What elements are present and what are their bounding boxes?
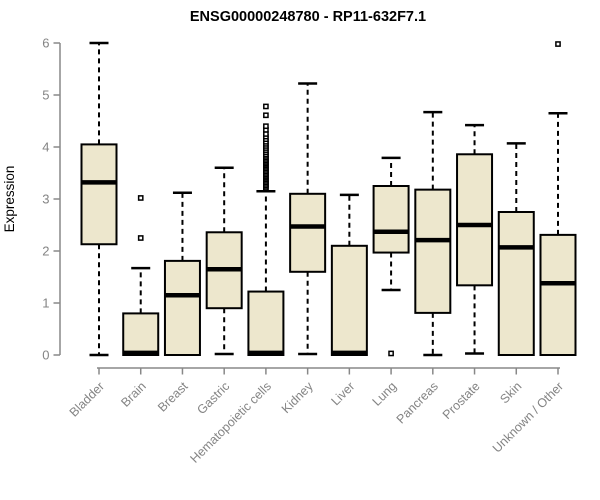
boxplot-prostate [456,123,494,355]
boxplot-breast [163,191,201,357]
boxplot-skin [497,142,535,356]
y-tick-label: 4 [42,140,49,155]
boxplot-hematopoietic-cells [247,103,285,356]
boxplot-bladder [80,41,118,357]
y-tick-label: 3 [42,192,49,207]
x-tick-label-bladder: Bladder [67,379,107,419]
x-tick-label-unknown-other: Unknown / Other [490,379,566,455]
outlier-point [263,112,269,119]
iqr-box [122,312,160,356]
chart-title: ENSG00000248780 - RP11-632F7.1 [190,9,426,25]
iqr-box [247,290,285,356]
y-tick-label: 0 [42,348,49,363]
boxplot-kidney [289,82,327,356]
outlier-point [137,195,144,201]
boxplot-liver [330,193,368,356]
x-tick-label-gastric: Gastric [194,379,232,417]
iqr-box [539,233,577,357]
x-tick-label-brain: Brain [118,379,149,410]
iqr-box [372,185,410,254]
iqr-box [414,188,452,314]
iqr-box [80,143,118,246]
iqr-box [330,244,368,356]
iqr-box [163,259,201,357]
x-tick-label-skin: Skin [497,379,524,406]
x-tick-label-prostate: Prostate [440,379,483,422]
x-tick-label-breast: Breast [155,379,191,415]
x-tick-label-liver: Liver [328,379,357,408]
y-tick-label: 2 [42,244,49,259]
y-tick-label: 5 [42,88,49,103]
plot-area: 0 1 2 3 4 5 6 Bladder Brain Breast GastricHematopo… [42,36,577,466]
y-axis-title: Expression [2,166,17,233]
boxplot-gastric [205,166,243,356]
iqr-box [497,211,535,356]
x-tick-label-kidney: Kidney [279,379,316,416]
outlier-point [137,235,144,241]
y-tick-label: 6 [42,36,49,51]
iqr-box [456,153,494,287]
outlier-point [263,123,269,130]
outlier-point [555,41,561,47]
iqr-box [289,192,327,273]
boxplot-brain [122,195,160,356]
boxplot-pancreas [414,110,452,357]
boxplot-unknown-other [539,41,577,357]
x-tick-label-lung: Lung [370,379,400,409]
boxplot-lung [372,156,410,357]
x-tick-label-pancreas: Pancreas [394,379,441,426]
x-tick-label-hematopoietic-cells: Hematopoietic cells [187,379,274,466]
y-tick-label: 1 [42,296,49,311]
outlier-point [388,350,394,357]
outlier-point [263,103,269,110]
